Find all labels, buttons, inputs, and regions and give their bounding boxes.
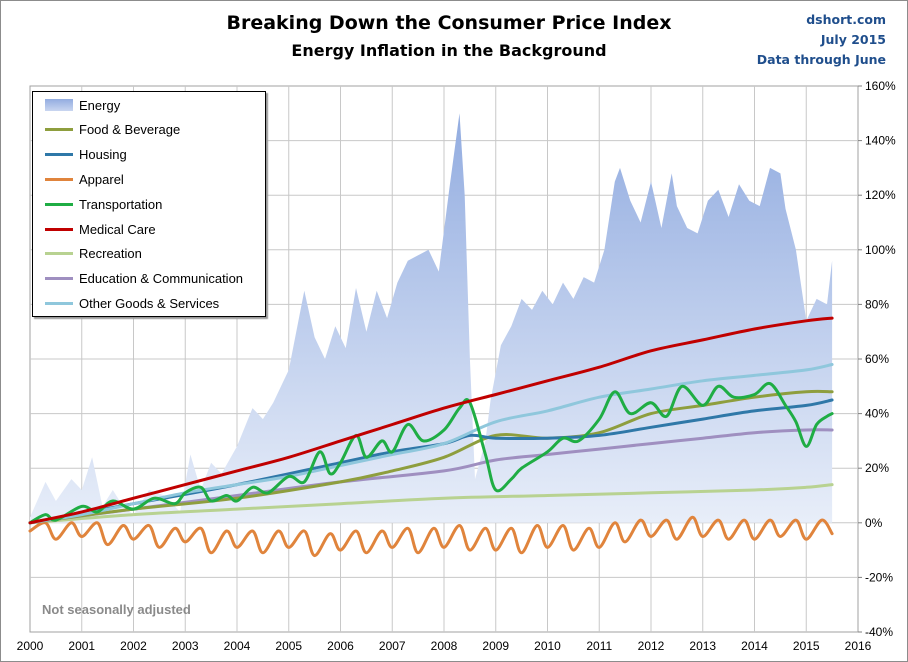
x-tick-label: 2016 <box>845 639 872 653</box>
series-lines-layer <box>28 316 834 558</box>
legend: Energy Food & Beverage Housing Apparel Trans… <box>32 91 266 317</box>
x-tick-label: 2011 <box>586 639 612 653</box>
x-tick-label: 2014 <box>741 639 768 653</box>
x-tick-label: 2001 <box>68 639 95 653</box>
legend-item: Medical Care <box>45 220 156 238</box>
legend-item: Apparel <box>45 170 124 188</box>
series-line-transportation <box>28 381 834 525</box>
series-line-apparel <box>28 515 834 558</box>
y-tick-label: 40% <box>865 407 889 421</box>
chart-title: Breaking Down the Consumer Price Index <box>226 12 672 34</box>
y-tick-label: 100% <box>865 243 896 257</box>
legend-swatch <box>45 301 73 305</box>
legend-item: Recreation <box>45 245 142 263</box>
y-tick-label: -20% <box>865 570 893 584</box>
source-block: dshort.com July 2015 Data through June <box>757 10 886 70</box>
x-tick-label: 2007 <box>379 639 406 653</box>
x-tick-label: 2005 <box>275 639 302 653</box>
y-tick-label: -40% <box>865 625 893 639</box>
title-block: Breaking Down the Consumer Price Index E… <box>0 12 908 60</box>
legend-item: Food & Beverage <box>45 121 180 139</box>
x-tick-label: 2012 <box>638 639 665 653</box>
y-tick-label: 60% <box>865 352 889 366</box>
y-tick-label: 20% <box>865 461 889 475</box>
legend-item: Other Goods & Services <box>45 294 219 312</box>
y-tick-label: 120% <box>865 188 896 202</box>
legend-label: Apparel <box>79 171 124 187</box>
x-tick-label: 2003 <box>172 639 199 653</box>
legend-label: Energy <box>79 97 121 113</box>
legend-label: Education & Communication <box>79 271 244 287</box>
axes: 2000 2001 2002 2003 2004 2005 2006 2007 2008 2009… <box>17 79 896 653</box>
legend-item: Transportation <box>45 195 162 213</box>
x-tick-label: 2010 <box>534 639 561 653</box>
legend-swatch <box>45 153 73 157</box>
legend-label: Medical Care <box>79 221 156 237</box>
x-tick-label: 2006 <box>327 639 354 653</box>
legend-item: Energy <box>45 96 120 114</box>
source-coverage: Data through June <box>756 52 886 67</box>
legend-label: Recreation <box>79 246 142 262</box>
x-tick-label: 2008 <box>431 639 458 653</box>
chart-subtitle: Energy Inflation in the Background <box>291 41 607 60</box>
source-site: dshort.com <box>806 12 886 27</box>
x-tick-label: 2002 <box>120 639 147 653</box>
legend-item: Housing <box>45 146 127 164</box>
series-line-other-goods-services <box>28 363 834 525</box>
x-tick-label: 2000 <box>17 639 44 653</box>
legend-label: Housing <box>79 147 127 163</box>
legend-swatch <box>45 177 73 181</box>
legend-item: Education & Communication <box>45 270 243 288</box>
y-tick-label: 80% <box>865 297 889 311</box>
legend-swatch <box>45 252 73 256</box>
x-tick-label: 2013 <box>689 639 716 653</box>
legend-label: Other Goods & Services <box>79 295 220 311</box>
series-line-medical-care <box>28 316 834 525</box>
legend-swatch <box>45 277 73 281</box>
series-line-recreation <box>28 483 834 525</box>
legend-swatch <box>45 202 73 206</box>
legend-swatch <box>45 227 73 231</box>
legend-label: Transportation <box>79 196 163 212</box>
y-tick-label: 140% <box>865 134 896 148</box>
x-tick-label: 2015 <box>793 639 820 653</box>
x-tick-label: 2009 <box>482 639 509 653</box>
x-tick-label: 2004 <box>224 639 251 653</box>
source-date: July 2015 <box>820 32 886 47</box>
y-tick-label: 160% <box>865 79 896 93</box>
legend-swatch <box>45 128 73 132</box>
legend-label: Food & Beverage <box>79 122 181 138</box>
legend-swatch <box>45 99 73 111</box>
seasonal-note: Not seasonally adjusted <box>42 602 191 617</box>
y-tick-label: 0% <box>865 516 883 530</box>
